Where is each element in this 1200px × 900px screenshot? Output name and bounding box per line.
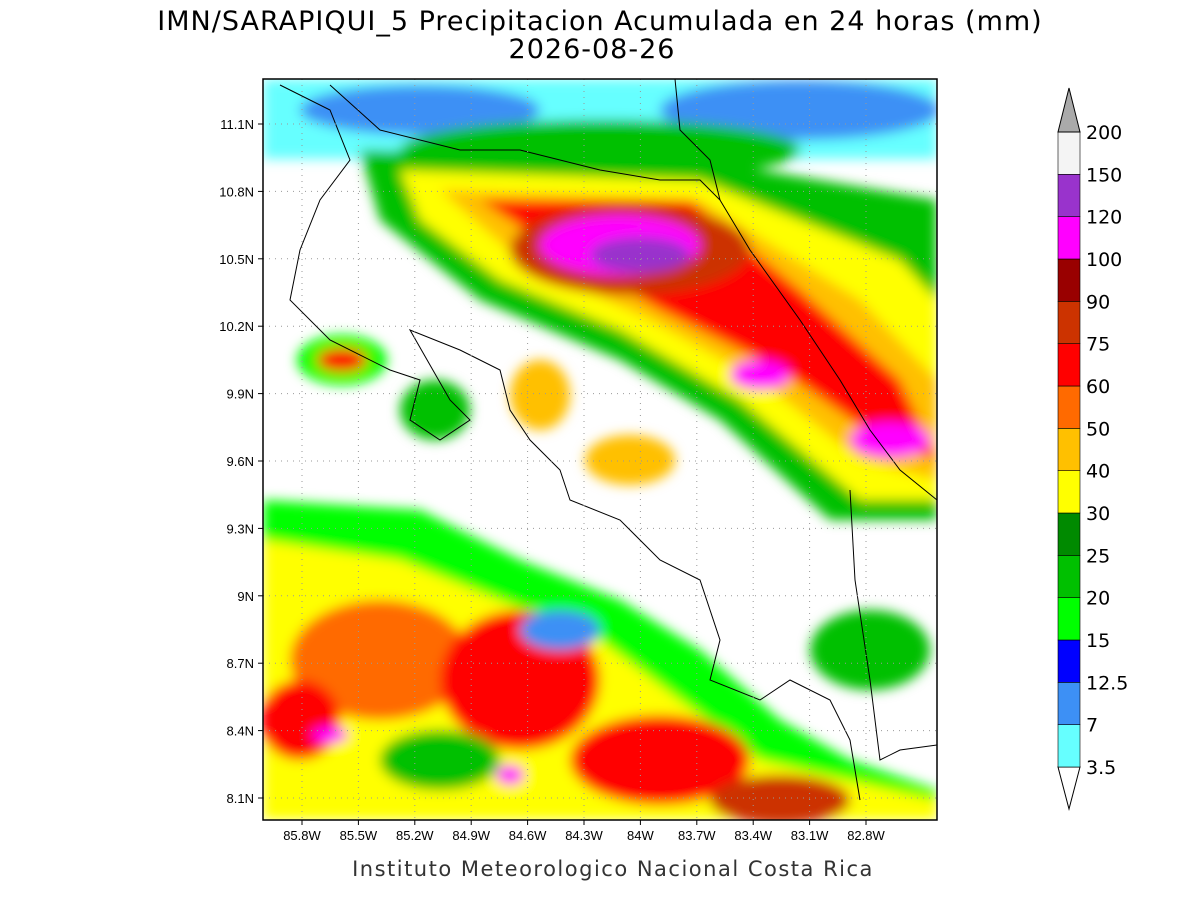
colorbar-label: 30 <box>1086 503 1110 525</box>
colorbar-band <box>1057 555 1081 598</box>
colorbar-band <box>1057 174 1081 217</box>
lat-label: 9.6N <box>227 454 254 469</box>
precip-field <box>263 79 937 820</box>
graticule: 11.1N 10.8N 10.5N 10.2N 9.9N 9.6N 9.3N 9N 8.7N 8.… <box>219 79 937 843</box>
colorbar-band <box>1057 512 1081 556</box>
lon-label: 85.5W <box>340 828 378 843</box>
colorbar-label: 40 <box>1086 461 1110 483</box>
lat-label: 8.1N <box>227 791 254 806</box>
colorbar-label: 150 <box>1086 164 1122 186</box>
colorbar-band <box>1057 428 1081 471</box>
lat-label: 9.9N <box>227 387 254 402</box>
colorbar-label: 60 <box>1086 376 1110 398</box>
lon-label: 84.6W <box>509 828 547 843</box>
lon-label: 82.8W <box>847 828 885 843</box>
colorbar: 3.5 7 12.5 15 20 25 30 40 50 60 75 90 100 120 150 200 <box>1057 87 1128 811</box>
colorbar-band <box>1057 639 1081 683</box>
colorbar-label: 15 <box>1086 630 1110 652</box>
lat-label: 8.7N <box>227 656 254 671</box>
lon-label: 84.9W <box>452 828 490 843</box>
colorbar-label: 200 <box>1086 122 1122 144</box>
colorbar-label: 3.5 <box>1086 757 1116 779</box>
colorbar-band <box>1057 597 1081 641</box>
colorbar-band <box>1057 470 1081 514</box>
date: 2026-08-26 <box>509 34 676 65</box>
colorbar-band <box>1057 682 1081 725</box>
title: IMN/SARAPIQUI_5 Precipitacion Acumulada … <box>157 6 1042 37</box>
lat-label: 8.4N <box>227 724 254 739</box>
lat-label: 10.8N <box>219 184 254 199</box>
colorbar-label: 12.5 <box>1086 672 1128 694</box>
colorbar-label: 120 <box>1086 207 1122 229</box>
lon-label: 83.7W <box>678 828 716 843</box>
colorbar-label: 90 <box>1086 291 1110 313</box>
colorbar-label: 20 <box>1086 588 1110 610</box>
lon-label: 83.4W <box>734 828 772 843</box>
lon-label: 83.1W <box>791 828 829 843</box>
footer: Instituto Meteorologico Nacional Costa R… <box>352 857 874 881</box>
colorbar-label: 25 <box>1086 545 1110 567</box>
lon-label: 85.2W <box>396 828 434 843</box>
lon-label: 85.8W <box>283 828 321 843</box>
lon-label: 84.3W <box>565 828 603 843</box>
colorbar-band <box>1057 385 1081 429</box>
lat-label: 10.5N <box>219 252 254 267</box>
colorbar-band <box>1057 724 1081 768</box>
colorbar-band <box>1057 301 1081 344</box>
colorbar-label: 50 <box>1086 418 1110 440</box>
lat-label: 9N <box>237 589 254 604</box>
lat-label: 10.2N <box>219 319 254 334</box>
lon-label: 84W <box>627 828 654 843</box>
map-frame <box>262 78 938 821</box>
colorbar-label: 7 <box>1086 715 1098 737</box>
lat-label: 9.3N <box>227 521 254 536</box>
colorbar-under <box>1057 766 1081 811</box>
colorbar-label: 75 <box>1086 334 1110 356</box>
colorbar-label: 100 <box>1086 249 1122 271</box>
colorbar-over <box>1057 87 1081 133</box>
lat-label: 11.1N <box>220 117 254 132</box>
colorbar-band <box>1057 258 1081 302</box>
colorbar-band <box>1057 343 1081 387</box>
colorbar-band <box>1057 216 1081 260</box>
colorbar-band <box>1057 131 1081 175</box>
